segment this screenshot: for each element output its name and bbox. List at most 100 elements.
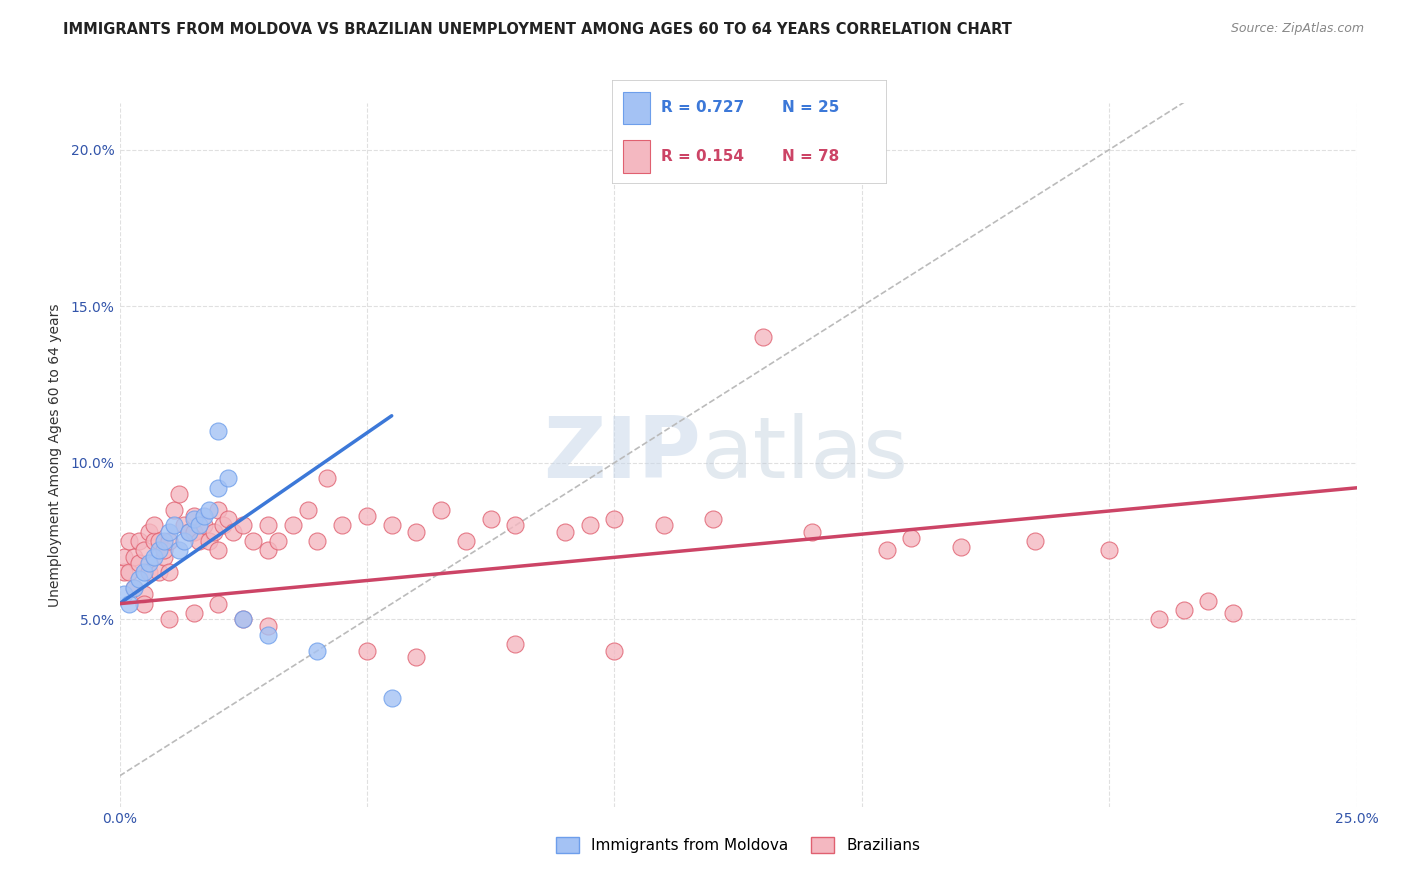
- Point: [177, 524, 200, 539]
- Point: [752, 330, 775, 344]
- Point: [1173, 603, 1195, 617]
- Point: [801, 524, 824, 539]
- Point: [257, 518, 280, 533]
- Point: [114, 566, 136, 580]
- Point: [187, 518, 209, 533]
- Point: [124, 581, 146, 595]
- Y-axis label: Unemployment Among Ages 60 to 64 years: Unemployment Among Ages 60 to 64 years: [48, 303, 62, 607]
- Text: N = 78: N = 78: [782, 149, 839, 164]
- Point: [505, 637, 527, 651]
- Text: ZIP: ZIP: [543, 413, 702, 497]
- Point: [207, 543, 229, 558]
- Point: [702, 512, 724, 526]
- Point: [197, 502, 219, 516]
- Point: [143, 549, 166, 564]
- Point: [207, 502, 229, 516]
- Point: [454, 534, 477, 549]
- Point: [876, 543, 898, 558]
- Point: [356, 508, 378, 523]
- Point: [316, 471, 339, 485]
- Point: [153, 534, 176, 549]
- Point: [167, 543, 190, 558]
- Point: [222, 524, 245, 539]
- Point: [134, 543, 156, 558]
- Point: [949, 541, 972, 555]
- Point: [138, 556, 160, 570]
- Point: [134, 566, 156, 580]
- Point: [603, 643, 626, 657]
- Point: [1147, 612, 1170, 626]
- Point: [307, 534, 329, 549]
- Point: [153, 549, 176, 564]
- Point: [128, 556, 150, 570]
- Point: [148, 566, 170, 580]
- Point: [554, 524, 576, 539]
- Point: [128, 572, 150, 586]
- Point: [405, 524, 427, 539]
- Point: [124, 549, 146, 564]
- Point: [173, 534, 195, 549]
- Point: [207, 597, 229, 611]
- Point: [114, 549, 136, 564]
- Point: [356, 643, 378, 657]
- Point: [157, 612, 180, 626]
- Point: [242, 534, 264, 549]
- Point: [193, 508, 215, 523]
- Point: [1197, 593, 1219, 607]
- Point: [157, 566, 180, 580]
- Point: [297, 502, 319, 516]
- Point: [183, 508, 205, 523]
- Point: [207, 481, 229, 495]
- Point: [479, 512, 502, 526]
- Point: [202, 524, 225, 539]
- Point: [281, 518, 304, 533]
- Point: [163, 518, 186, 533]
- Point: [143, 534, 166, 549]
- Point: [900, 531, 922, 545]
- Point: [128, 534, 150, 549]
- Bar: [623, 92, 650, 124]
- Point: [257, 628, 280, 642]
- Point: [177, 524, 200, 539]
- Point: [153, 543, 176, 558]
- Point: [207, 425, 229, 439]
- Point: [183, 524, 205, 539]
- Bar: [623, 140, 650, 173]
- Point: [118, 597, 141, 611]
- Point: [118, 534, 141, 549]
- Point: [124, 581, 146, 595]
- Point: [173, 518, 195, 533]
- Text: atlas: atlas: [702, 413, 910, 497]
- Point: [187, 534, 209, 549]
- Point: [257, 543, 280, 558]
- Point: [307, 643, 329, 657]
- Text: N = 25: N = 25: [782, 101, 839, 115]
- Point: [1098, 543, 1121, 558]
- Text: IMMIGRANTS FROM MOLDOVA VS BRAZILIAN UNEMPLOYMENT AMONG AGES 60 TO 64 YEARS CORR: IMMIGRANTS FROM MOLDOVA VS BRAZILIAN UNE…: [63, 22, 1012, 37]
- Point: [193, 518, 215, 533]
- Point: [430, 502, 453, 516]
- Point: [381, 690, 404, 705]
- Point: [143, 518, 166, 533]
- Point: [652, 518, 675, 533]
- Text: R = 0.154: R = 0.154: [661, 149, 744, 164]
- Point: [330, 518, 353, 533]
- Point: [232, 518, 254, 533]
- Point: [118, 566, 141, 580]
- Point: [217, 512, 239, 526]
- Point: [1222, 606, 1244, 620]
- Point: [381, 518, 404, 533]
- Text: Source: ZipAtlas.com: Source: ZipAtlas.com: [1230, 22, 1364, 36]
- Point: [197, 534, 219, 549]
- Point: [405, 649, 427, 664]
- Point: [257, 618, 280, 632]
- Point: [134, 597, 156, 611]
- Point: [114, 587, 136, 601]
- Point: [148, 543, 170, 558]
- Point: [138, 566, 160, 580]
- Point: [578, 518, 600, 533]
- Text: R = 0.727: R = 0.727: [661, 101, 744, 115]
- Point: [505, 518, 527, 533]
- Point: [1024, 534, 1046, 549]
- Legend: Immigrants from Moldova, Brazilians: Immigrants from Moldova, Brazilians: [550, 831, 927, 860]
